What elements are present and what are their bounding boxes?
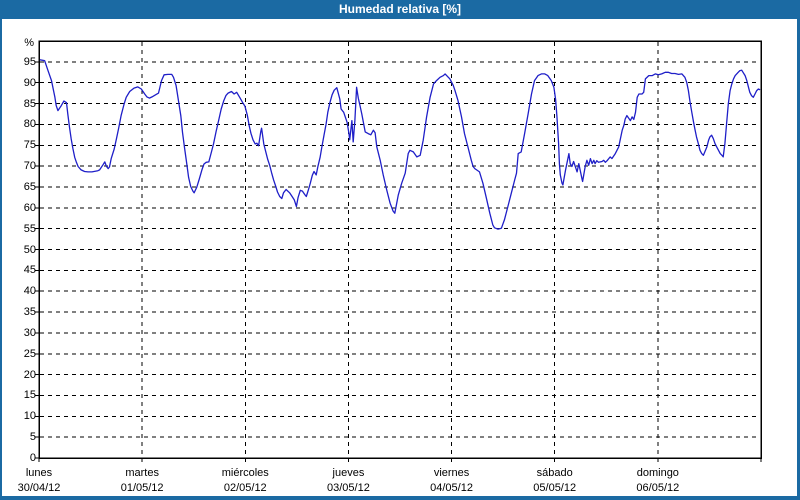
y-tick-label: 35 [23,306,36,319]
y-tick-label: 70 [23,160,36,173]
x-date-label: 03/05/12 [327,482,370,494]
x-date-label: 05/05/12 [533,482,577,494]
y-tick-label: 60 [23,201,36,214]
y-tick-label: 90 [23,76,36,89]
plot-border [38,40,762,459]
y-axis-unit-label: % [24,37,34,49]
x-date-label: 04/05/12 [430,482,473,494]
x-day-label: domingo [636,467,679,479]
y-tick-label: 10 [23,410,36,423]
y-tick-label: 75 [23,139,36,152]
humidity-line [39,59,761,230]
y-tick-label: 95 [23,55,36,68]
y-tick-label: 40 [23,285,36,298]
x-date-label: 02/05/12 [223,482,267,494]
chart-title: Humedad relativa [%] [338,2,462,16]
x-day-label: jueves [332,467,365,479]
x-day-label: martes [125,467,159,479]
y-tick-label: 20 [23,368,36,381]
y-tick-label: 30 [23,326,36,339]
x-day-label: sábado [536,467,573,479]
x-day-label: miércoles [221,467,269,479]
y-tick-label: 45 [23,264,36,277]
y-tick-label: 5 [29,431,36,444]
x-day-label: lunes [25,467,53,479]
x-day-label: viernes [433,467,470,479]
y-tick-label: 15 [23,389,36,402]
y-tick-label: 65 [23,180,36,193]
y-tick-label: 55 [23,222,36,235]
x-date-label: 30/04/12 [17,482,61,494]
window-title-bar: Humedad relativa [%] [0,0,800,19]
y-tick-label: 50 [23,243,36,256]
y-tick-label: 0 [29,452,36,464]
y-tick-label: 85 [23,97,36,110]
y-tick-label: 80 [23,118,36,131]
y-tick-label: 25 [23,347,36,360]
x-date-label: 01/05/12 [120,482,164,494]
x-date-label: 06/05/12 [636,482,680,494]
